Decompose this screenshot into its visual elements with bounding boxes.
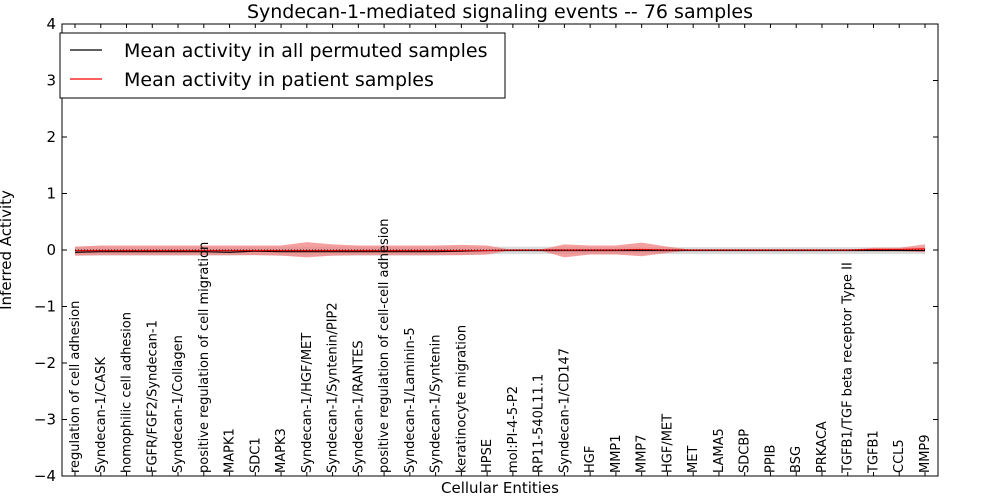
y-tick-label: 4 — [46, 15, 56, 33]
x-tick-label: Syndecan-1/CD147 — [557, 348, 572, 473]
x-tick-label: MAPK1 — [223, 428, 238, 473]
x-tick-label: SDC1 — [248, 437, 263, 473]
y-tick-label: −1 — [34, 298, 56, 316]
y-tick-label: −4 — [34, 467, 56, 485]
x-tick-label: SDCBP — [738, 429, 753, 473]
legend-box — [59, 32, 506, 99]
x-tick-label: keratinocyte migration — [454, 325, 469, 473]
x-tick-label: MMP7 — [635, 434, 650, 473]
y-axis-label: Inferred Activity — [0, 190, 15, 310]
series-lines — [74, 248, 926, 253]
legend-label-permuted: Mean activity in all permuted samples — [124, 40, 487, 62]
x-tick-label: homophilic cell adhesion — [120, 312, 135, 473]
legend-label-patient: Mean activity in patient samples — [124, 69, 434, 91]
x-tick-label: Syndecan-1/Syntenin — [429, 335, 444, 474]
x-axis-ticks: regulation of cell adhesion Syndecan-1/CA… — [68, 24, 933, 476]
x-tick-label: Syndecan-1/HGF/MET — [300, 333, 315, 473]
x-axis-label: Cellular Entities — [441, 479, 559, 497]
y-tick-label: 1 — [46, 185, 56, 203]
y-tick-label: −2 — [34, 354, 56, 372]
x-tick-label: FGFR/FGF2/Syndecan-1 — [145, 320, 160, 473]
y-tick-label: 2 — [46, 128, 56, 146]
y-tick-label: 0 — [46, 241, 56, 259]
x-tick-label: PRKACA — [815, 421, 830, 473]
x-tick-label: RP11-540L11.1 — [532, 374, 547, 473]
x-tick-label: MAPK3 — [274, 428, 289, 473]
x-tick-label: HGF/MET — [660, 414, 675, 473]
y-tick-label: 3 — [46, 72, 56, 90]
x-tick-label: mol:PI-4-5-P2 — [506, 386, 521, 473]
y-axis-ticks: −4 −3 −2 −1 0 1 2 3 4 — [34, 15, 938, 485]
x-tick-label: LAMA5 — [712, 428, 727, 473]
x-tick-label: TGFB1 — [866, 430, 881, 474]
x-tick-label: positive regulation of cell-cell adhesio… — [377, 218, 392, 473]
x-tick-label: MMP9 — [918, 434, 933, 473]
x-tick-label: TGFB1/TGF beta receptor Type II — [841, 262, 856, 474]
legend: Mean activity in all permuted samples Me… — [59, 32, 506, 99]
x-tick-label: HGF — [583, 446, 598, 473]
x-tick-label: HPSE — [480, 439, 495, 473]
x-tick-label: Syndecan-1/Laminin-5 — [403, 327, 418, 473]
x-tick-label: PPIB — [763, 445, 778, 473]
x-tick-label: MMP1 — [609, 434, 624, 473]
x-tick-label: MET — [686, 446, 701, 473]
x-tick-label: BSG — [789, 446, 804, 473]
x-tick-label: Syndecan-1/RANTES — [351, 340, 366, 473]
chart-title: Syndecan-1-mediated signaling events -- … — [247, 1, 753, 23]
x-tick-label: Syndecan-1/Collagen — [171, 335, 186, 473]
x-tick-label: Syndecan-1/CASK — [94, 357, 109, 473]
x-tick-label: CCL5 — [892, 439, 907, 473]
y-tick-label: −3 — [34, 411, 56, 429]
x-tick-label: regulation of cell adhesion — [68, 301, 83, 473]
x-tick-label: positive regulation of cell migration — [197, 242, 212, 473]
x-tick-label: Syndecan-1/Syntenin/PIP2 — [326, 302, 341, 473]
